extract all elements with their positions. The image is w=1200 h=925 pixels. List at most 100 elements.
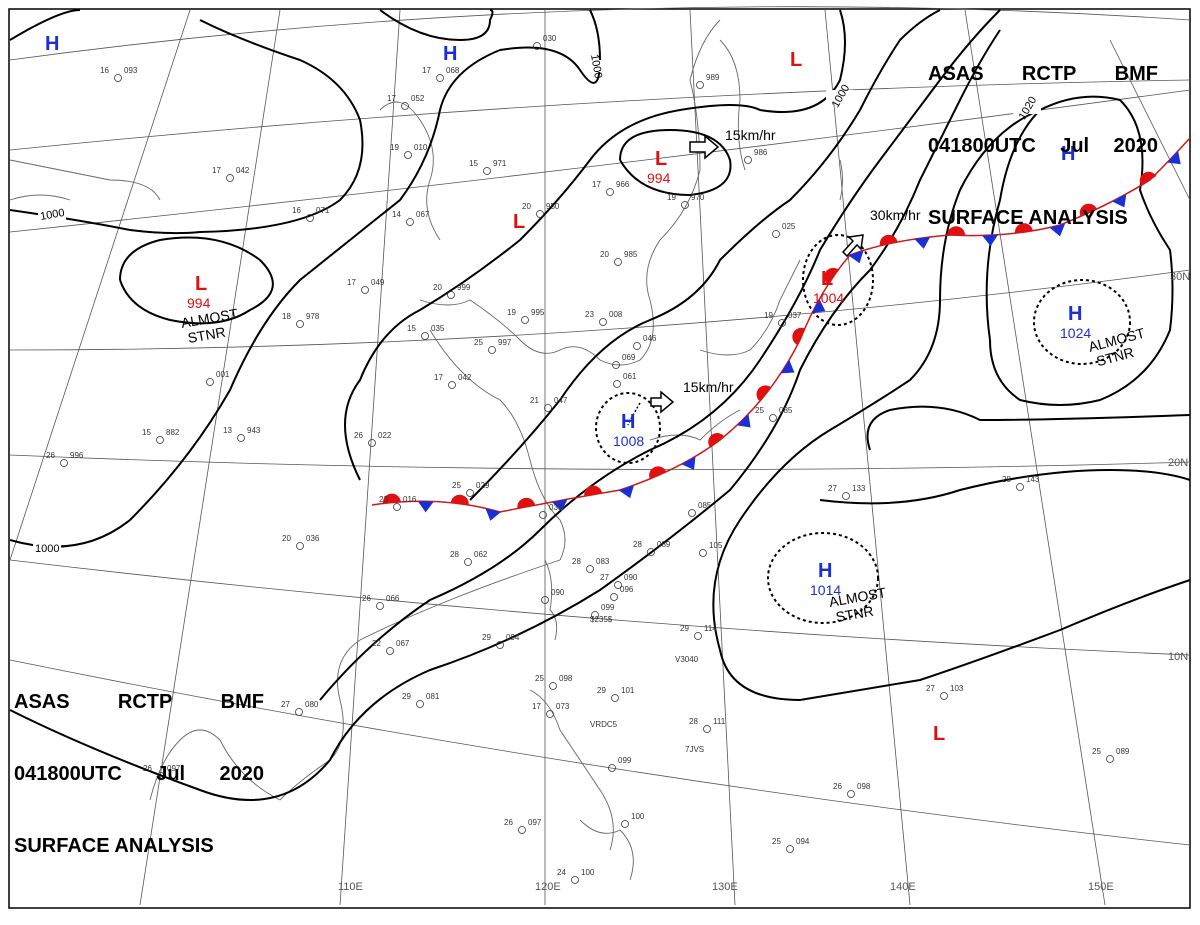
warm-front-semicircle [756,385,772,402]
longitude-label: 110E [338,881,363,893]
cold-front-triangle [551,499,568,512]
movement-path [627,402,641,426]
station-pressure: 067 [416,210,430,219]
station-temperature: 25 [755,406,764,415]
station-circle [696,81,704,89]
station-plot: 14 067 [392,210,430,226]
low-pressure-marker: L [513,211,525,233]
warm-front-semicircle [1139,171,1157,186]
valid-month: Jul [1060,135,1090,157]
station-pressure: 022 [378,431,392,440]
movement-arrow [689,134,720,160]
station-temperature: 28 [572,557,581,566]
agency-code: ASAS [928,63,984,85]
station-pressure: 985 [624,250,638,259]
valid-time: 041800UTC [14,763,122,785]
station-circle [694,632,702,640]
station-temperature: 28 [450,550,459,559]
station-temperature: 25 [474,338,483,347]
station-plot: 25 094 [772,837,810,853]
station-plot: 16 093 [100,66,138,82]
station-temperature: 25 [1092,747,1101,756]
station-circle [488,346,496,354]
station-temperature: 20 [282,534,291,543]
header-time-row: 041800UTC Jul 2020 [14,762,264,786]
valid-year: 2020 [219,763,265,785]
station-temperature: 29 [402,692,411,701]
station-circle [296,320,304,328]
station-plot: 22 067 [372,639,410,655]
movement-speed-label: 15km/hr [725,127,776,143]
station-temperature: 17 [387,94,396,103]
latitude-label: 30N [1170,271,1190,283]
station-plot: 025 [772,222,796,238]
cold-front-triangle [618,485,635,499]
station-pressure: 111 [713,717,726,726]
longitude-label: 150E [1088,881,1114,893]
station-temperature: 26 [143,764,152,773]
station-circle [610,593,618,601]
station-pressure: 071 [316,206,330,215]
station-plot: 25 997 [474,338,512,354]
station-circle [368,439,376,447]
cold-front-triangle [1112,193,1127,208]
station-temperature: 18 [282,312,291,321]
latitude-label: 20N [1168,457,1188,469]
station-circle [549,682,557,690]
high-pressure-marker: H [45,33,59,55]
station-pressure: 042 [458,373,472,382]
valid-time: 041800UTC [928,135,1036,157]
cold-front-triangle [914,236,931,249]
station-pressure: 089 [657,540,671,549]
warm-front-semicircle [947,226,966,236]
station-plot: 27 103 [926,684,964,700]
station-pressure: 999 [457,283,471,292]
station-plot: 17 073 [532,702,570,718]
station-circle [940,692,948,700]
station-pressure: 950 [546,202,560,211]
station-pressure: 035 [431,324,445,333]
station-temperature: 16 [100,66,109,75]
station-pressure: 049 [371,278,385,287]
grid-labels: 110E 120E 130E 140E 150E 30N 20N 10N [338,271,1190,893]
station-plot: 28 083 [572,557,610,573]
station-pressure: 047 [554,396,568,405]
cold-front-triangle [485,508,501,521]
station-temperature: 25 [772,837,781,846]
station-circle [376,602,384,610]
ship-callsign: $235$ [590,615,613,624]
station-circle [778,319,786,327]
station-pressure: 971 [493,159,507,168]
station-plot: 17 068 [422,66,460,82]
station-pressure: 096 [620,585,634,594]
map-frame [8,8,1191,909]
station-plot: 23 008 [585,310,623,326]
station-plot: 20 999 [433,283,471,299]
station-plot: 17 042 [212,166,250,182]
stationary-annotation: STNR [186,324,226,346]
station-temperature: 19 [507,308,516,317]
station-pressure: 042 [236,166,250,175]
warm-front-semicircle [708,433,725,448]
station-pressure: 001 [216,370,230,379]
station-pressure: 081 [426,692,440,701]
station-circle [533,42,541,50]
station-pressure: 105 [709,541,723,550]
low-pressure-marker: L [933,723,945,745]
station-pressure: 010 [414,143,428,152]
cold-front-triangle [737,414,751,428]
station-plot: 090 [541,588,565,604]
station-pressure: 090 [551,588,565,597]
station-temperature: 27 [926,684,935,693]
station-plot: 21 047 [530,396,568,412]
station-pressure: 089 [1116,747,1130,756]
station-circle [688,509,696,517]
station-plot: 28 143 [1002,475,1040,491]
station-circle [295,708,303,716]
station-pressure: 995 [531,308,545,317]
station-temperature: 19 [390,143,399,152]
station-circle [621,820,629,828]
longitude-label: 130E [712,881,738,893]
station-temperature: 23 [379,495,388,504]
